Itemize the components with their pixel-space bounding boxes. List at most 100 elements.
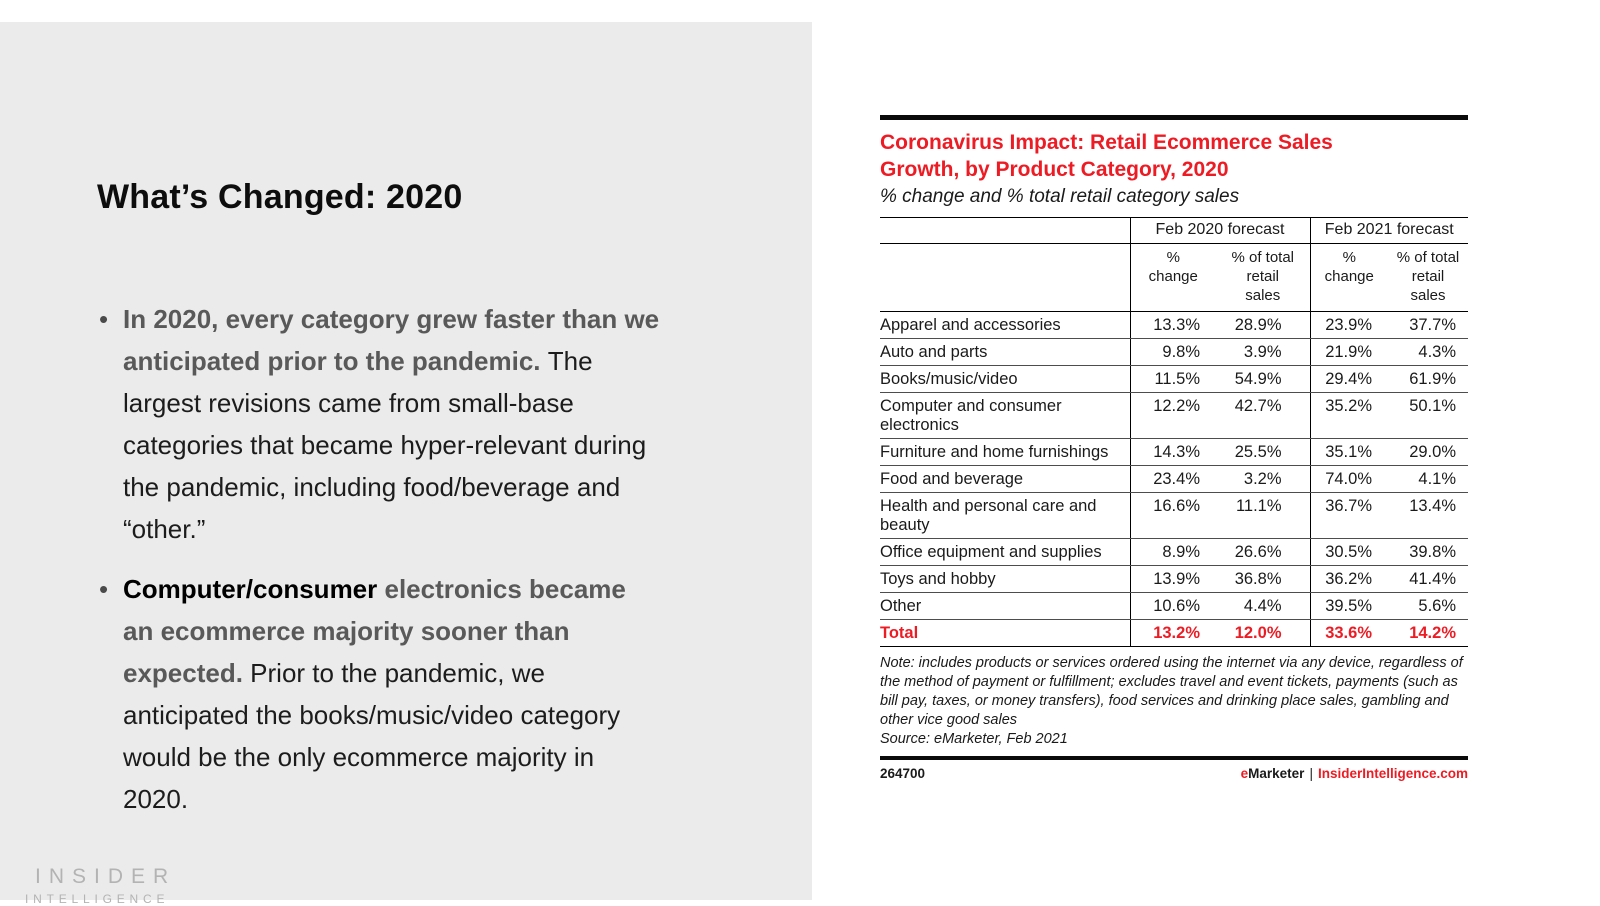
table-row: Auto and parts 9.8% 3.9% 21.9% 4.3%: [880, 338, 1468, 366]
bullet-list: In 2020, every category grew faster than…: [97, 298, 662, 820]
cell-feb2021-change: 36.7%: [1309, 492, 1388, 539]
cell-feb2021-share: 39.8%: [1388, 538, 1468, 566]
cell-feb2021-share: 13.4%: [1388, 492, 1468, 539]
subheader-feb2020-change: % change: [1129, 243, 1216, 312]
table-row: Food and beverage 23.4% 3.2% 74.0% 4.1%: [880, 465, 1468, 493]
logo-line-intelligence: INTELLIGENCE: [25, 892, 170, 906]
table-body: Apparel and accessories 13.3% 28.9% 23.9% 37…: [880, 311, 1468, 647]
cell-feb2020-change: 23.4%: [1129, 465, 1216, 493]
cell-feb2020-share: 3.2%: [1216, 465, 1310, 493]
cell-feb2021-change: 39.5%: [1309, 592, 1388, 620]
chart-id: 264700: [880, 766, 926, 781]
brand-site: InsiderIntelligence.com: [1317, 766, 1468, 781]
cell-feb2021-share: 29.0%: [1388, 438, 1468, 466]
bullet-item: In 2020, every category grew faster than…: [97, 298, 662, 550]
cell-feb2020-share: 26.6%: [1216, 538, 1310, 566]
bullet-text-segment: electronics became an ecommerce majority…: [123, 574, 626, 688]
cell-feb2020-share: 54.9%: [1216, 365, 1310, 393]
table-row: Furniture and home furnishings 14.3% 25.5%…: [880, 438, 1468, 466]
cell-feb2020-change: 10.6%: [1129, 592, 1216, 620]
row-category: Computer and consumer electronics: [880, 392, 1130, 439]
chart-footer: 264700 eMarketer | InsiderIntelligence.com: [880, 766, 1468, 781]
bullet-text-segment: Prior to the pandemic, we anticipated th…: [123, 658, 621, 814]
bullet-text-segment: The largest revisions came from small-ba…: [123, 346, 647, 544]
cell-feb2020-change: 9.8%: [1129, 338, 1216, 366]
cell-feb2021-change: 74.0%: [1309, 465, 1388, 493]
cell-feb2020-change: 11.5%: [1129, 365, 1216, 393]
table-row: Office equipment and supplies 8.9% 26.6% 30…: [880, 538, 1468, 566]
cell-feb2020-change: 14.3%: [1129, 438, 1216, 466]
table-row: Other 10.6% 4.4% 39.5% 5.6%: [880, 592, 1468, 620]
cell-feb2020-change: 16.6%: [1129, 492, 1216, 539]
cell-feb2020-share: 42.7%: [1216, 392, 1310, 439]
logo-line-insider: INSIDER: [35, 865, 177, 888]
cell-feb2021-share: 4.3%: [1388, 338, 1468, 366]
chart-subtitle: % change and % total retail category sal…: [880, 186, 1240, 207]
row-category: Food and beverage: [880, 465, 1130, 493]
chart-note: Note: includes products or services orde…: [880, 655, 1463, 728]
cell-feb2020-change: 13.2%: [1129, 619, 1216, 647]
subheader-feb2021-change: % change: [1309, 243, 1388, 312]
chart-title: Coronavirus Impact: Retail Ecommerce Sal…: [880, 129, 1468, 183]
cell-feb2020-change: 13.3%: [1129, 311, 1216, 339]
subheader-empty: [880, 243, 1130, 312]
chart-title-line1: Coronavirus Impact: Retail Ecommerce Sal…: [880, 131, 1333, 154]
emarketer-brand: eMarketer | InsiderIntelligence.com: [1241, 766, 1468, 781]
data-table: Feb 2020 forecast Feb 2021 forecast % ch…: [880, 217, 1468, 647]
bullet-text-segment: Computer/consumer: [123, 574, 385, 604]
cell-feb2021-share: 4.1%: [1388, 465, 1468, 493]
row-category: Health and personal care and beauty: [880, 492, 1130, 539]
cell-feb2020-change: 13.9%: [1129, 565, 1216, 593]
cell-feb2021-change: 36.2%: [1309, 565, 1388, 593]
cell-feb2021-share: 5.6%: [1388, 592, 1468, 620]
subheader-feb2020-share: % of total retail sales: [1216, 243, 1310, 312]
row-category: Auto and parts: [880, 338, 1130, 366]
table-row: Toys and hobby 13.9% 36.8% 36.2% 41.4%: [880, 565, 1468, 593]
table-row: Books/music/video 11.5% 54.9% 29.4% 61.9%: [880, 365, 1468, 393]
group-header-feb-2020: Feb 2020 forecast: [1129, 217, 1310, 244]
brand-emarketer-rest: Marketer: [1248, 766, 1305, 781]
group-header-feb-2021: Feb 2021 forecast: [1309, 217, 1468, 244]
brand-divider: |: [1309, 766, 1313, 781]
table-subheader-row: % change % of total retail sales % chang…: [880, 243, 1468, 312]
table-group-header-row: Feb 2020 forecast Feb 2021 forecast: [880, 217, 1468, 244]
table-total-row: Total 13.2% 12.0% 33.6% 14.2%: [880, 619, 1468, 647]
cell-feb2020-share: 4.4%: [1216, 592, 1310, 620]
row-category: Books/music/video: [880, 365, 1130, 393]
row-category: Total: [880, 619, 1130, 647]
left-panel: What’s Changed: 2020 In 2020, every cate…: [0, 22, 812, 906]
subheader-feb2021-share: % of total retail sales: [1388, 243, 1468, 312]
cell-feb2020-change: 12.2%: [1129, 392, 1216, 439]
cell-feb2021-share: 50.1%: [1388, 392, 1468, 439]
table-row: Computer and consumer electronics 12.2% 42…: [880, 392, 1468, 439]
cell-feb2020-share: 12.0%: [1216, 619, 1310, 647]
cell-feb2021-change: 35.1%: [1309, 438, 1388, 466]
cell-feb2021-share: 61.9%: [1388, 365, 1468, 393]
cell-feb2021-change: 21.9%: [1309, 338, 1388, 366]
chart-bottom-rule: [880, 756, 1468, 760]
cell-feb2020-share: 3.9%: [1216, 338, 1310, 366]
row-category: Furniture and home furnishings: [880, 438, 1130, 466]
cell-feb2021-change: 30.5%: [1309, 538, 1388, 566]
emarketer-chart-card: Coronavirus Impact: Retail Ecommerce Sal…: [880, 115, 1468, 781]
cell-feb2021-change: 23.9%: [1309, 311, 1388, 339]
row-category: Apparel and accessories: [880, 311, 1130, 339]
cell-feb2021-change: 33.6%: [1309, 619, 1388, 647]
cell-feb2021-change: 35.2%: [1309, 392, 1388, 439]
table-row: Health and personal care and beauty 16.6%…: [880, 492, 1468, 539]
cell-feb2021-share: 41.4%: [1388, 565, 1468, 593]
table-row: Apparel and accessories 13.3% 28.9% 23.9% 37…: [880, 311, 1468, 339]
bullet-item: Computer/consumer electronics became an …: [97, 568, 662, 820]
category-header-empty: [880, 217, 1130, 244]
bullet-text-segment: In 2020, every category grew faster than…: [123, 304, 660, 376]
cell-feb2020-share: 28.9%: [1216, 311, 1310, 339]
cell-feb2021-share: 14.2%: [1388, 619, 1468, 647]
row-category: Other: [880, 592, 1130, 620]
cell-feb2021-share: 37.7%: [1388, 311, 1468, 339]
row-category: Toys and hobby: [880, 565, 1130, 593]
cell-feb2020-change: 8.9%: [1129, 538, 1216, 566]
cell-feb2020-share: 11.1%: [1216, 492, 1310, 539]
row-category: Office equipment and supplies: [880, 538, 1130, 566]
brand-emarketer-e: e: [1240, 766, 1249, 781]
chart-title-line2: Growth, by Product Category, 2020: [880, 158, 1229, 181]
